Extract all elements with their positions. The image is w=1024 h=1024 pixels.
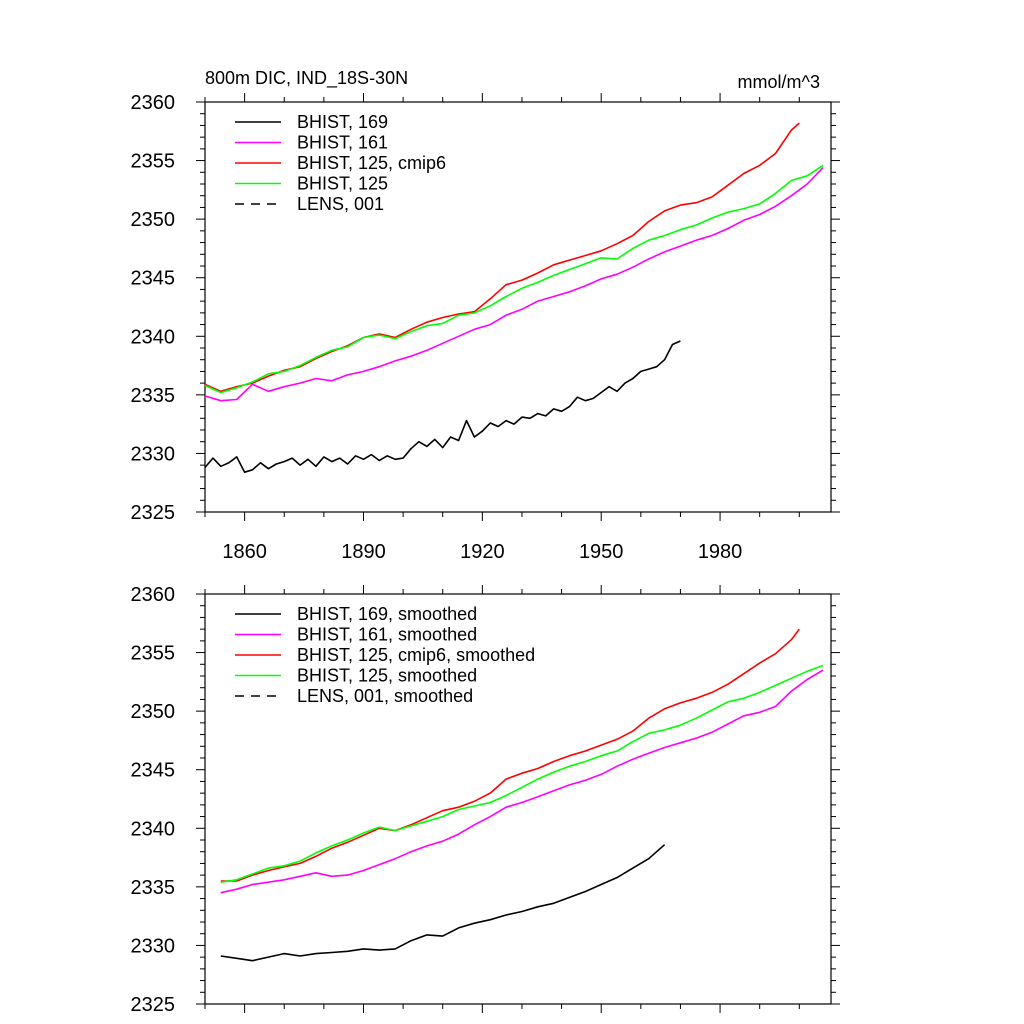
x-tick-label: 1920 [460,541,505,563]
y-tick-label: 2330 [131,443,176,465]
y-tick-label: 2335 [131,385,176,407]
y-tick-label: 2360 [131,92,176,114]
legend-label: BHIST, 125, cmip6 [297,153,446,173]
y-tick-label: 2330 [131,935,176,957]
legend-label: LENS, 001 [297,194,384,214]
y-tick-label: 2345 [131,760,176,782]
y-tick-label: 2340 [131,818,176,840]
series-line-1 [204,167,824,402]
series-line-3 [204,164,824,394]
legend-label: BHIST, 169, smoothed [297,604,477,624]
y-tick-label: 2325 [131,994,176,1016]
y-tick-label: 2355 [131,643,176,665]
units-label: mmol/m^3 [738,72,820,92]
y-tick-label: 2345 [131,268,176,290]
plot-frame [204,101,832,513]
y-tick-label: 2335 [131,877,176,899]
legend-label: BHIST, 125, cmip6, smoothed [297,645,535,665]
legend-label: BHIST, 125, smoothed [297,666,477,686]
x-tick-label: 1980 [698,541,743,563]
plot-frame [204,593,832,1005]
series-line-0 [204,340,681,474]
y-tick-label: 2340 [131,326,176,348]
series-line-2 [220,628,800,882]
x-tick-label: 1860 [222,541,267,563]
legend-label: BHIST, 169 [297,112,388,132]
series-line-3 [220,664,824,883]
plot-title: 800m DIC, IND_18S-30N [205,68,408,89]
y-tick-label: 2360 [131,584,176,606]
series-line-0 [220,844,666,962]
x-tick-label: 1890 [341,541,386,563]
bottom-panel: 2325 2330 2335 2340 2345 2350 2355 2360 BHIST, 1… [131,584,840,1016]
y-tick-label: 2325 [131,502,176,524]
top-panel: 2325 2330 2335 2340 2345 2350 2355 2360 1860 1890… [131,92,840,563]
series-line-2 [204,122,800,393]
legend-label: BHIST, 161 [297,133,388,153]
y-tick-label: 2350 [131,209,176,231]
legend-label: LENS, 001, smoothed [297,686,473,706]
legend-label: BHIST, 125 [297,174,388,194]
x-tick-label: 1950 [579,541,624,563]
series-line-1 [220,669,824,894]
y-tick-label: 2355 [131,151,176,173]
legend-label: BHIST, 161, smoothed [297,625,477,645]
y-tick-label: 2350 [131,701,176,723]
